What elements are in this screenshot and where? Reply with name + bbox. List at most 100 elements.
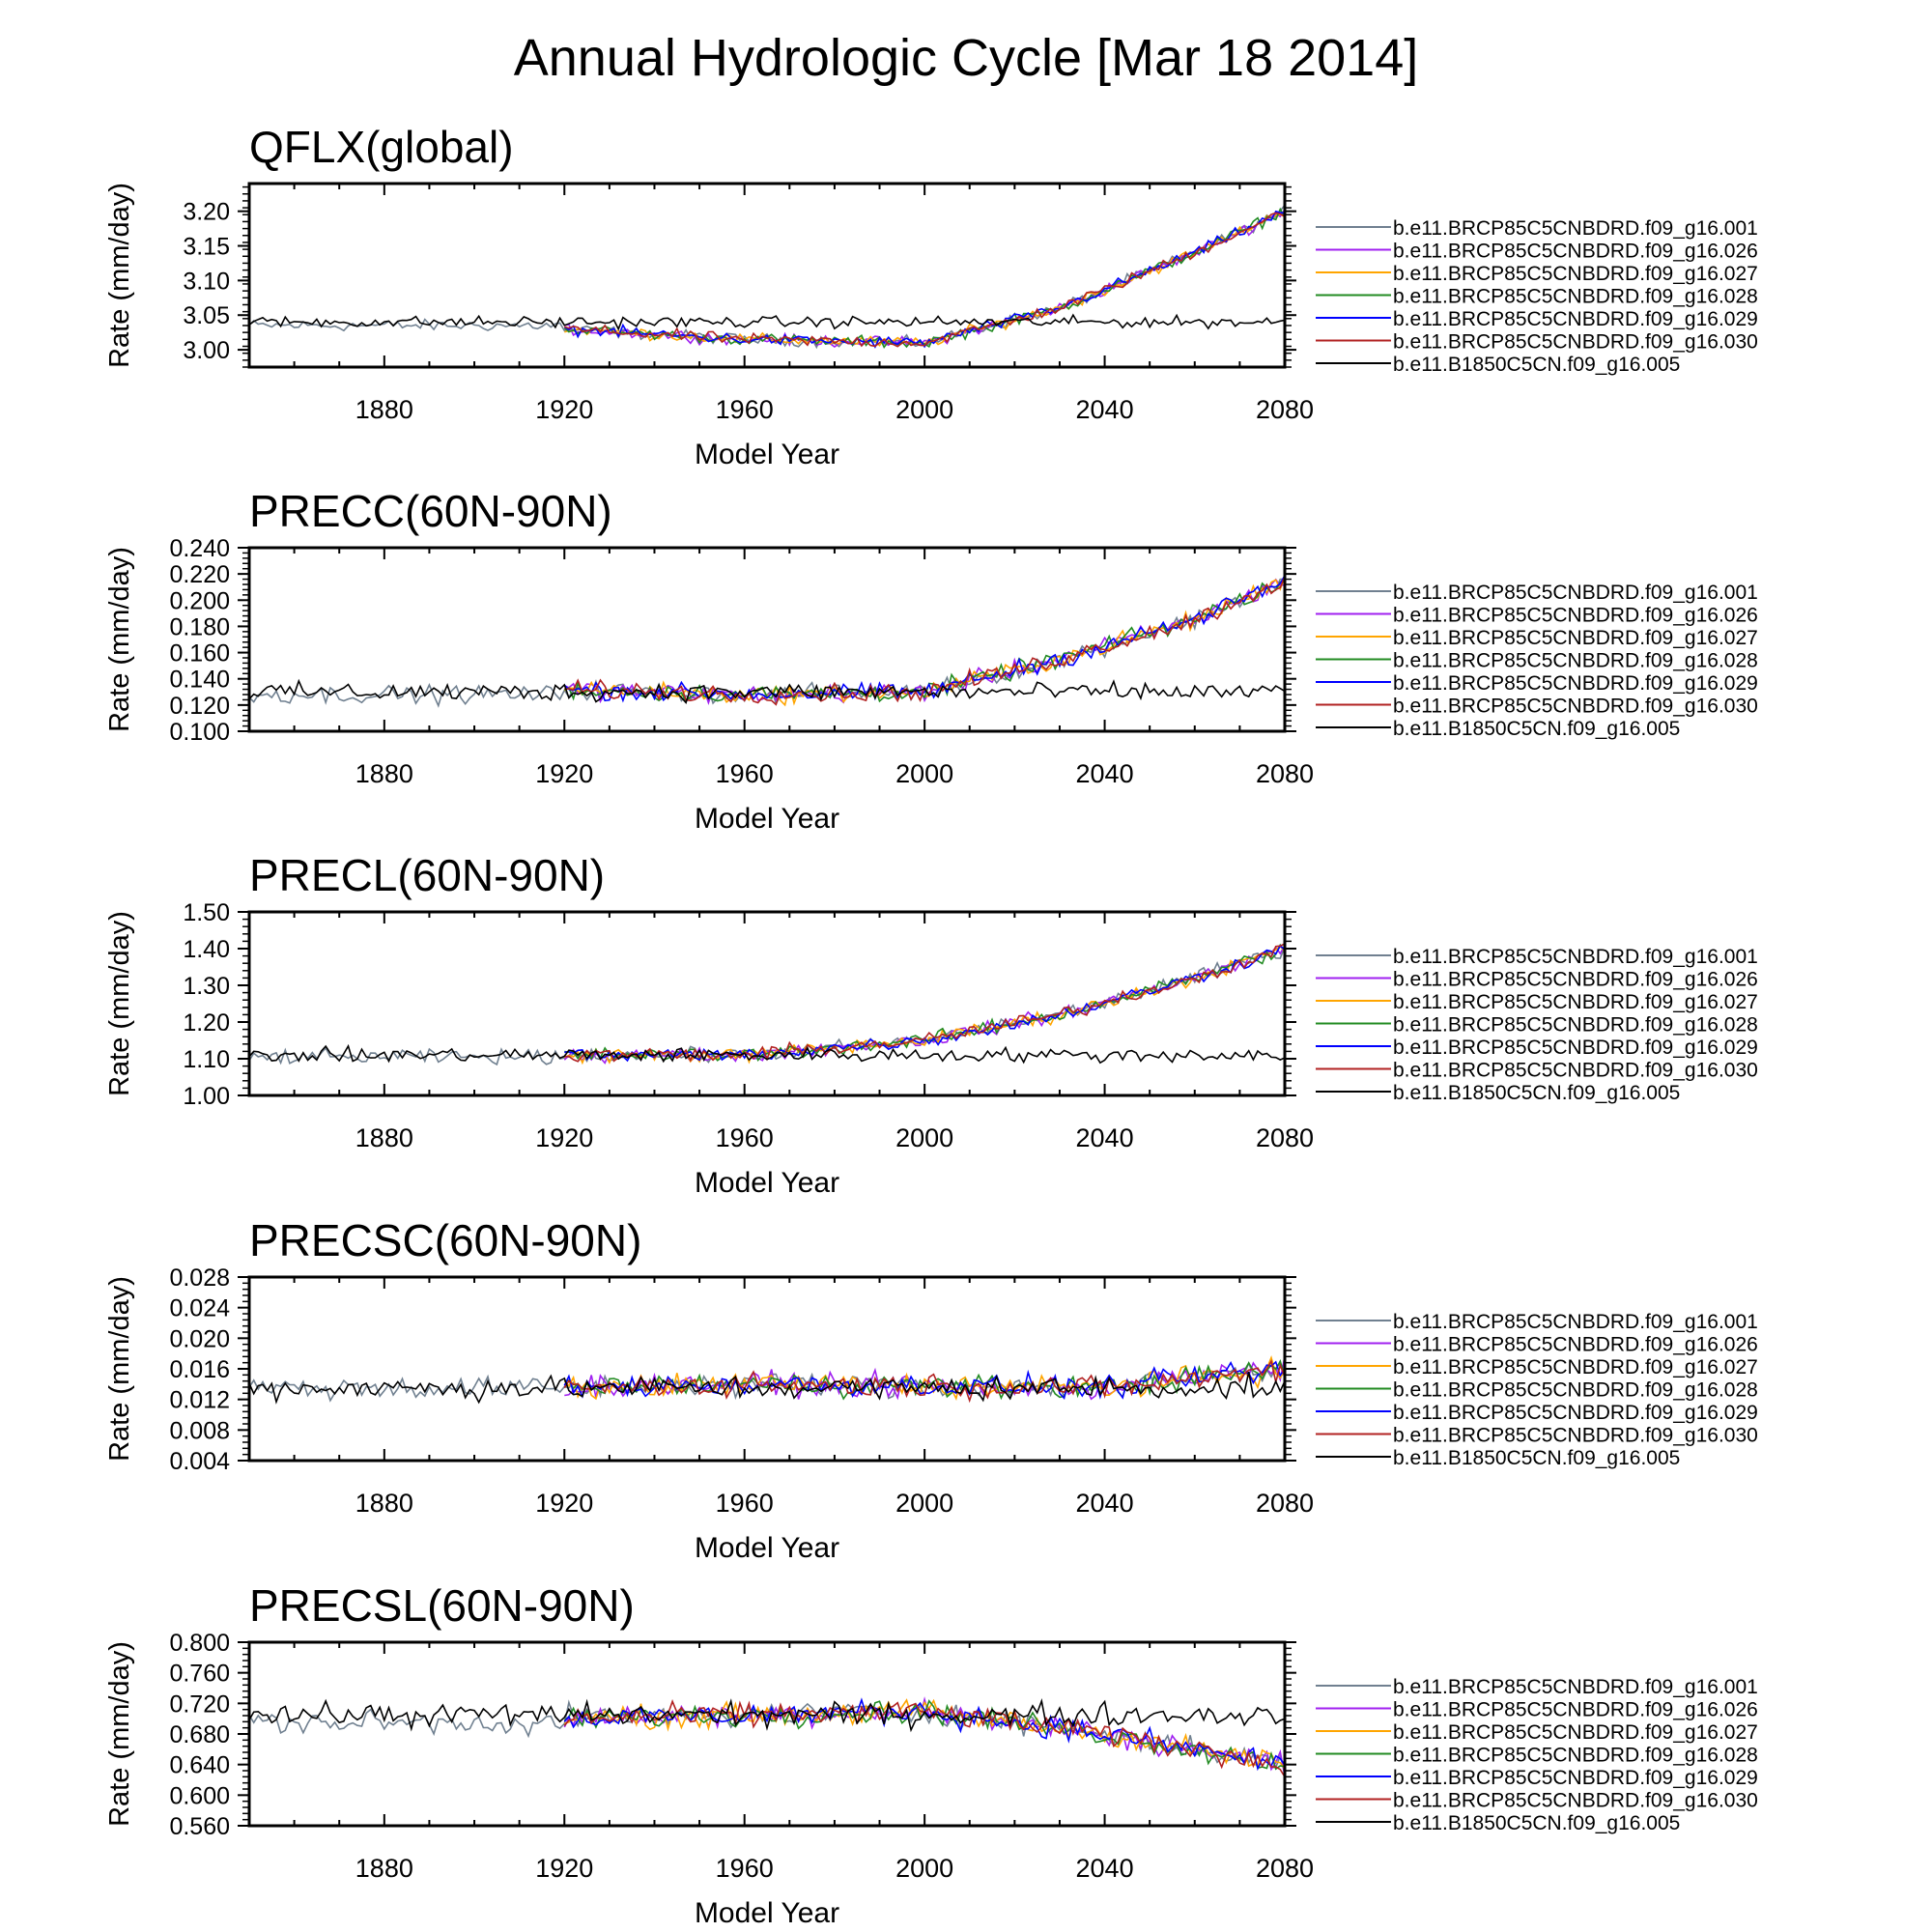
series-line-3 — [564, 213, 1285, 347]
legend-label: b.e11.BRCP85C5CNBDRD.f09_g16.027 — [1393, 1721, 1758, 1744]
x-tick-label: 2000 — [895, 1123, 953, 1152]
y-tick-label: 3.00 — [183, 337, 230, 364]
legend-label: b.e11.BRCP85C5CNBDRD.f09_g16.029 — [1393, 308, 1758, 330]
legend-label: b.e11.BRCP85C5CNBDRD.f09_g16.029 — [1393, 1767, 1758, 1789]
y-tick-label: 0.800 — [169, 1630, 230, 1657]
x-tick-label: 1920 — [535, 395, 593, 424]
panel-3: PRECL(60N-90N) 1880 1920 1960 2000 2040 2080 Mo… — [104, 850, 1758, 1199]
y-tick-label: 0.100 — [169, 719, 230, 746]
x-tick-label: 1960 — [716, 395, 774, 424]
legend-label: b.e11.BRCP85C5CNBDRD.f09_g16.027 — [1393, 627, 1758, 649]
legend-label: b.e11.BRCP85C5CNBDRD.f09_g16.001 — [1393, 946, 1758, 968]
panel-title: PRECSL(60N-90N) — [249, 1580, 635, 1631]
legend-label: b.e11.BRCP85C5CNBDRD.f09_g16.026 — [1393, 605, 1758, 627]
y-tick-label: 0.200 — [169, 587, 230, 614]
y-tick-label: 3.10 — [183, 268, 230, 295]
legend-label: b.e11.BRCP85C5CNBDRD.f09_g16.026 — [1393, 969, 1758, 991]
legend-label: b.e11.BRCP85C5CNBDRD.f09_g16.001 — [1393, 582, 1758, 604]
y-tick-label: 0.560 — [169, 1813, 230, 1840]
x-axis-label: Model Year — [695, 1167, 839, 1199]
plot-frame — [247, 910, 1287, 1097]
y-axis-label: Rate (mm/day) — [104, 1276, 135, 1462]
panel-4: PRECSC(60N-90N) 1880 1920 1960 2000 2040 2080 M… — [104, 1215, 1758, 1564]
y-tick-label: 0.760 — [169, 1661, 230, 1688]
x-tick-label: 2040 — [1076, 759, 1134, 788]
series-lines — [249, 204, 1285, 350]
x-axis-label: Model Year — [695, 803, 839, 835]
x-tick-label: 1960 — [716, 1489, 774, 1518]
series-line-4 — [563, 207, 1285, 349]
x-tick-label: 1880 — [355, 1123, 413, 1152]
legend-label: b.e11.BRCP85C5CNBDRD.f09_g16.029 — [1393, 672, 1758, 695]
x-tick-label: 1880 — [355, 1489, 413, 1518]
x-tick-label: 2040 — [1076, 1854, 1134, 1883]
x-axis-label: Model Year — [695, 1897, 839, 1929]
panel-2: PRECC(60N-90N) 1880 1920 1960 2000 2040 2080 Mo… — [104, 486, 1758, 835]
series-line-7 — [249, 1697, 1285, 1733]
y-tick-label: 1.00 — [183, 1083, 230, 1110]
series-line-2 — [564, 209, 1285, 348]
x-tick-label: 1880 — [355, 1854, 413, 1883]
series-lines — [249, 1354, 1285, 1405]
y-tick-label: 0.680 — [169, 1721, 230, 1748]
y-tick-label: 3.15 — [183, 234, 230, 261]
x-tick-label: 2000 — [895, 759, 953, 788]
legend: b.e11.BRCP85C5CNBDRD.f09_g16.001b.e11.BR… — [1316, 1311, 1758, 1469]
y-tick-label: 0.180 — [169, 613, 230, 640]
x-tick-label: 2080 — [1256, 1489, 1314, 1518]
legend-label: b.e11.BRCP85C5CNBDRD.f09_g16.030 — [1393, 1425, 1758, 1447]
legend: b.e11.BRCP85C5CNBDRD.f09_g16.001b.e11.BR… — [1316, 217, 1758, 376]
legend: b.e11.BRCP85C5CNBDRD.f09_g16.001b.e11.BR… — [1316, 1676, 1758, 1834]
legend-label: b.e11.BRCP85C5CNBDRD.f09_g16.030 — [1393, 331, 1758, 354]
legend-label: b.e11.BRCP85C5CNBDRD.f09_g16.028 — [1393, 650, 1758, 672]
series-line-5 — [563, 575, 1285, 703]
legend-label: b.e11.B1850C5CN.f09_g16.005 — [1393, 354, 1680, 376]
series-line-7 — [249, 313, 1285, 331]
series-line-7 — [249, 1371, 1285, 1405]
y-axis-label: Rate (mm/day) — [104, 547, 135, 732]
panel-title: PRECC(60N-90N) — [249, 486, 612, 536]
legend-label: b.e11.BRCP85C5CNBDRD.f09_g16.029 — [1393, 1402, 1758, 1424]
y-tick-label: 0.220 — [169, 561, 230, 588]
panels: QFLX(global) 1880 1920 1960 2000 2040 2080 Mode… — [104, 122, 1758, 1929]
panel-title: PRECSC(60N-90N) — [249, 1215, 641, 1265]
x-tick-label: 2080 — [1256, 395, 1314, 424]
legend-label: b.e11.BRCP85C5CNBDRD.f09_g16.001 — [1393, 1311, 1758, 1333]
legend-label: b.e11.BRCP85C5CNBDRD.f09_g16.028 — [1393, 286, 1758, 308]
legend-label: b.e11.BRCP85C5CNBDRD.f09_g16.026 — [1393, 1334, 1758, 1356]
legend-label: b.e11.B1850C5CN.f09_g16.005 — [1393, 718, 1680, 740]
y-tick-label: 0.140 — [169, 667, 230, 694]
legend-label: b.e11.BRCP85C5CNBDRD.f09_g16.029 — [1393, 1037, 1758, 1059]
legend-label: b.e11.BRCP85C5CNBDRD.f09_g16.026 — [1393, 1699, 1758, 1721]
legend: b.e11.BRCP85C5CNBDRD.f09_g16.001b.e11.BR… — [1316, 582, 1758, 740]
series-line-1 — [249, 946, 1285, 1066]
series-line-7 — [249, 1043, 1285, 1065]
legend-label: b.e11.BRCP85C5CNBDRD.f09_g16.028 — [1393, 1745, 1758, 1767]
legend-label: b.e11.BRCP85C5CNBDRD.f09_g16.028 — [1393, 1014, 1758, 1037]
plot-frame — [247, 1275, 1287, 1463]
y-tick-label: 0.028 — [169, 1264, 230, 1292]
y-tick-label: 0.012 — [169, 1387, 230, 1414]
series-line-6 — [564, 943, 1285, 1063]
x-tick-label: 2080 — [1256, 1854, 1314, 1883]
plot-frame — [247, 182, 1287, 369]
y-tick-label: 1.20 — [183, 1009, 230, 1037]
legend-label: b.e11.BRCP85C5CNBDRD.f09_g16.027 — [1393, 991, 1758, 1013]
x-tick-label: 1960 — [716, 1123, 774, 1152]
x-tick-label: 2000 — [895, 1854, 953, 1883]
series-lines — [249, 943, 1285, 1066]
legend-label: b.e11.B1850C5CN.f09_g16.005 — [1393, 1447, 1680, 1469]
legend-label: b.e11.BRCP85C5CNBDRD.f09_g16.026 — [1393, 241, 1758, 263]
x-tick-label: 2000 — [895, 395, 953, 424]
y-tick-label: 1.30 — [183, 973, 230, 1000]
y-tick-label: 0.008 — [169, 1417, 230, 1444]
y-tick-label: 0.024 — [169, 1295, 230, 1322]
panel-title: QFLX(global) — [249, 122, 514, 172]
y-tick-label: 0.160 — [169, 640, 230, 668]
series-line-3 — [563, 945, 1285, 1065]
x-tick-label: 2080 — [1256, 1123, 1314, 1152]
legend-label: b.e11.BRCP85C5CNBDRD.f09_g16.030 — [1393, 1790, 1758, 1812]
page-title: Annual Hydrologic Cycle [Mar 18 2014] — [514, 29, 1418, 87]
legend-label: b.e11.BRCP85C5CNBDRD.f09_g16.028 — [1393, 1379, 1758, 1402]
